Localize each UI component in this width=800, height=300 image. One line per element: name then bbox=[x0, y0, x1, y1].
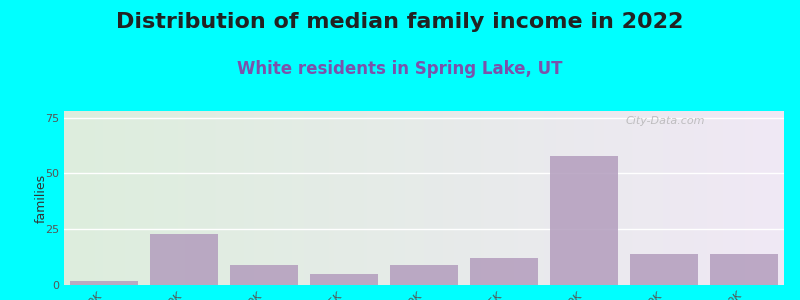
Y-axis label: families: families bbox=[34, 173, 47, 223]
Bar bbox=[70, 280, 138, 285]
Text: White residents in Spring Lake, UT: White residents in Spring Lake, UT bbox=[238, 60, 562, 78]
Bar bbox=[550, 156, 618, 285]
Bar bbox=[310, 274, 378, 285]
Bar bbox=[390, 265, 458, 285]
Bar bbox=[470, 258, 538, 285]
Bar bbox=[710, 254, 778, 285]
Bar bbox=[630, 254, 698, 285]
Text: City-Data.com: City-Data.com bbox=[626, 116, 705, 126]
Bar bbox=[150, 234, 218, 285]
Bar bbox=[230, 265, 298, 285]
Text: Distribution of median family income in 2022: Distribution of median family income in … bbox=[116, 12, 684, 32]
